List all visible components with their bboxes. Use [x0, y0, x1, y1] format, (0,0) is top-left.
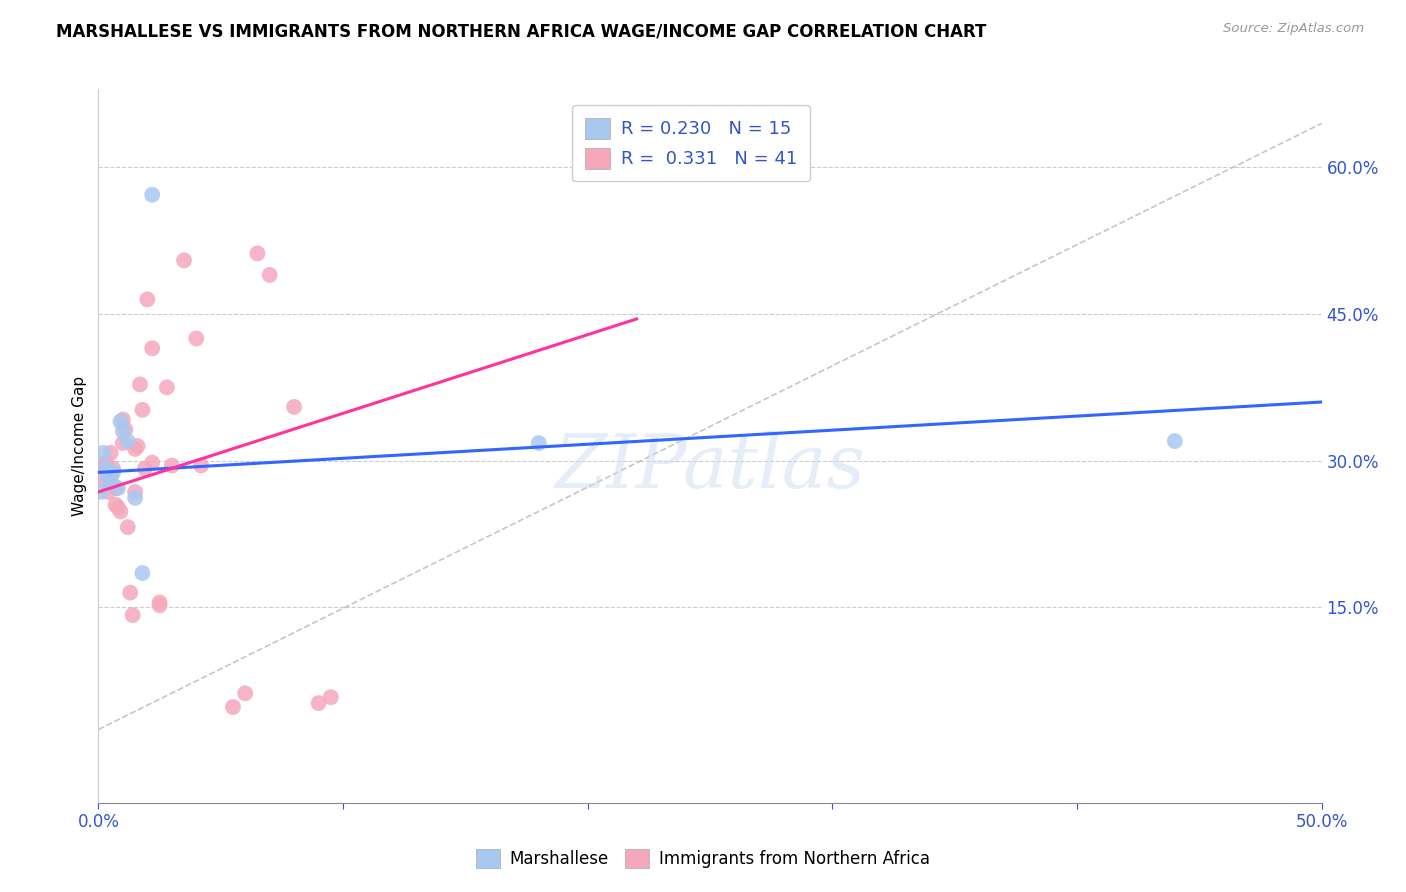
- Point: [136, 293, 159, 307]
- Point: [124, 442, 146, 456]
- Y-axis label: Wage/Income Gap: Wage/Income Gap: [72, 376, 87, 516]
- Point: [110, 504, 132, 518]
- Point: [100, 446, 122, 460]
- Point: [222, 700, 245, 714]
- Point: [149, 595, 172, 609]
- Point: [124, 491, 146, 505]
- Point: [190, 458, 212, 473]
- Point: [91, 446, 114, 460]
- Point: [141, 187, 163, 202]
- Point: [111, 412, 134, 426]
- Legend: R = 0.230   N = 15, R =  0.331   N = 41: R = 0.230 N = 15, R = 0.331 N = 41: [572, 105, 810, 181]
- Point: [97, 471, 120, 485]
- Text: Source: ZipAtlas.com: Source: ZipAtlas.com: [1223, 22, 1364, 36]
- Point: [283, 400, 305, 414]
- Point: [124, 485, 146, 500]
- Point: [131, 566, 153, 580]
- Point: [527, 436, 550, 450]
- Legend: Marshallese, Immigrants from Northern Africa: Marshallese, Immigrants from Northern Af…: [470, 842, 936, 875]
- Point: [101, 466, 124, 480]
- Text: MARSHALLESE VS IMMIGRANTS FROM NORTHERN AFRICA WAGE/INCOME GAP CORRELATION CHART: MARSHALLESE VS IMMIGRANTS FROM NORTHERN …: [56, 22, 987, 40]
- Point: [131, 402, 153, 417]
- Point: [117, 434, 139, 449]
- Point: [111, 425, 134, 439]
- Point: [134, 461, 156, 475]
- Point: [160, 458, 183, 473]
- Point: [90, 485, 112, 500]
- Point: [90, 471, 112, 485]
- Point: [107, 500, 129, 515]
- Point: [100, 471, 122, 485]
- Point: [91, 458, 114, 473]
- Point: [97, 485, 120, 500]
- Point: [121, 608, 143, 623]
- Point: [186, 331, 208, 345]
- Point: [101, 461, 124, 475]
- Point: [120, 585, 142, 599]
- Point: [114, 422, 136, 436]
- Point: [129, 377, 152, 392]
- Point: [110, 415, 132, 429]
- Point: [173, 253, 195, 268]
- Point: [259, 268, 281, 282]
- Point: [94, 461, 117, 475]
- Point: [246, 246, 269, 260]
- Point: [141, 341, 163, 355]
- Point: [97, 466, 120, 480]
- Point: [117, 520, 139, 534]
- Point: [308, 696, 330, 710]
- Point: [149, 599, 172, 613]
- Point: [104, 498, 127, 512]
- Point: [100, 475, 122, 490]
- Point: [94, 456, 117, 470]
- Text: ZIPatlas: ZIPatlas: [554, 431, 866, 504]
- Point: [141, 456, 163, 470]
- Point: [127, 439, 149, 453]
- Point: [107, 481, 129, 495]
- Point: [319, 690, 342, 705]
- Point: [111, 436, 134, 450]
- Point: [104, 481, 127, 495]
- Point: [233, 686, 256, 700]
- Point: [1164, 434, 1187, 449]
- Point: [156, 380, 179, 394]
